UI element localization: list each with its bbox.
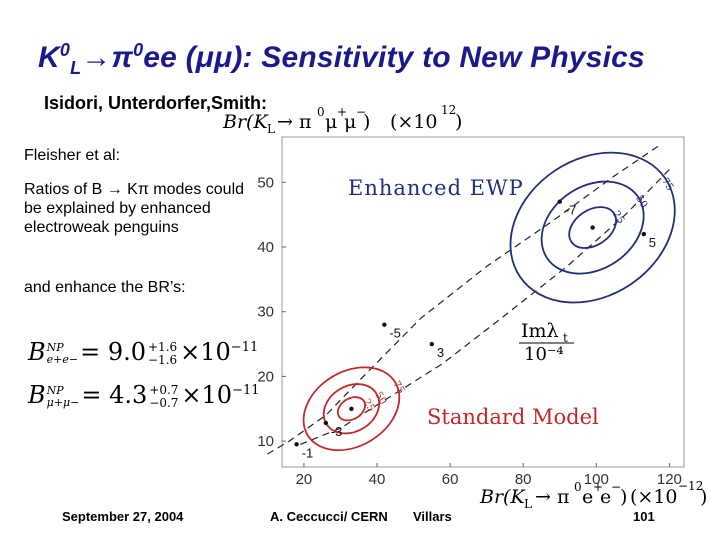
scan-curve bbox=[267, 143, 663, 455]
y-tick-label: 10 bbox=[257, 433, 274, 450]
svg-text:(×10: (×10 bbox=[630, 486, 678, 508]
br-mumu-formula: B NP μ+μ− = 4.3 +0.7 −0.7 ×10−11 bbox=[28, 381, 260, 410]
x-tick-label: 120 bbox=[657, 471, 682, 488]
svg-text:10⁻⁴: 10⁻⁴ bbox=[524, 344, 564, 365]
svg-text:0: 0 bbox=[317, 105, 325, 119]
x-tick-label: 20 bbox=[296, 471, 313, 488]
contour-level-label: 75 bbox=[390, 379, 406, 396]
footer-author: A. Ceccucci/ CERN bbox=[270, 509, 388, 524]
y-tick-label: 50 bbox=[257, 174, 274, 191]
y-tick-label: 40 bbox=[257, 239, 274, 256]
svg-text:): ) bbox=[363, 111, 370, 133]
plot-frame bbox=[281, 136, 685, 468]
svg-text:(×10: (×10 bbox=[390, 111, 438, 133]
standard-model-label: Standard Model bbox=[427, 405, 599, 429]
svg-text:μ: μ bbox=[325, 111, 337, 133]
svg-text:Imλ: Imλ bbox=[521, 320, 559, 342]
svg-text:): ) bbox=[700, 486, 707, 508]
footer-date: September 27, 2004 bbox=[62, 509, 184, 524]
enhance-note: and enhance the BR’s: bbox=[24, 279, 186, 296]
svg-text:): ) bbox=[620, 486, 627, 508]
region-center-dot bbox=[590, 225, 595, 230]
footer-place: Villars bbox=[413, 509, 452, 524]
scan-curve bbox=[300, 168, 670, 445]
svg-text:+: + bbox=[593, 480, 603, 494]
svg-text:−: − bbox=[611, 480, 621, 494]
scan-point bbox=[382, 322, 387, 327]
svg-text:→ π: → π bbox=[277, 111, 311, 133]
svg-text:→ π: → π bbox=[535, 486, 569, 508]
slide-title: K0L→π0ee (μμ): Sensitivity to New Physic… bbox=[38, 40, 645, 78]
svg-text:Br(K: Br(K bbox=[222, 111, 269, 133]
svg-text:−: − bbox=[356, 105, 366, 119]
im-lambda-annotation: Imλ t 10⁻⁴ bbox=[519, 320, 574, 365]
fleisher-note: Fleisher et al: bbox=[24, 147, 121, 164]
x-axis-label: Br(K L → π 0 e + e − ) (×10 −12 ) bbox=[479, 479, 707, 511]
scan-point-label: -7 bbox=[565, 203, 577, 218]
scan-point bbox=[557, 199, 562, 204]
x-tick-label: 80 bbox=[515, 471, 532, 488]
x-tick-label: 100 bbox=[584, 471, 609, 488]
svg-text:L: L bbox=[524, 497, 532, 511]
svg-text:): ) bbox=[455, 111, 462, 133]
contour-25 bbox=[568, 206, 617, 249]
scan-point bbox=[641, 231, 646, 237]
svg-text:μ: μ bbox=[344, 111, 356, 133]
svg-text:−12: −12 bbox=[678, 479, 703, 493]
x-tick-label: 60 bbox=[442, 471, 459, 488]
scan-point-label: 5 bbox=[649, 235, 656, 250]
svg-text:e: e bbox=[600, 486, 611, 508]
axis-ticks: 20 40 60 80 100 120 10 20 30 40 50 bbox=[257, 174, 682, 488]
svg-text:Br(K: Br(K bbox=[479, 486, 526, 508]
scan-point bbox=[429, 341, 435, 347]
svg-text:e: e bbox=[582, 486, 593, 508]
svg-text:12: 12 bbox=[441, 103, 456, 117]
contour-25 bbox=[336, 396, 366, 422]
scan-point bbox=[294, 442, 299, 447]
scan-point-label: -1 bbox=[302, 445, 314, 460]
scan-point-label: 3 bbox=[437, 345, 444, 360]
scan-point-label: -5 bbox=[389, 326, 401, 341]
contour-level-label: 75 bbox=[659, 176, 675, 193]
y-tick-label: 20 bbox=[257, 368, 274, 385]
authors-line: Isidori, Unterdorfer,Smith: bbox=[44, 93, 268, 113]
svg-text:0: 0 bbox=[574, 480, 582, 494]
footer-page-number: 101 bbox=[633, 509, 655, 524]
ratios-note: Ratios of B → Kπ modes could be explaine… bbox=[24, 181, 245, 236]
svg-text:+: + bbox=[337, 105, 347, 119]
enhanced-ewp-label: Enhanced EWP bbox=[348, 176, 524, 200]
br-ee-formula: B NP e+e− = 9.0 +1.6 −1.6 ×10−11 bbox=[28, 338, 259, 367]
scan-points: -1 -3 -5 3 -7 5 bbox=[294, 199, 656, 460]
contour-75 bbox=[302, 366, 401, 452]
contour-level-label: 50 bbox=[633, 194, 649, 211]
svg-text:L: L bbox=[267, 122, 275, 136]
contour-75 bbox=[509, 151, 676, 304]
scan-point bbox=[323, 420, 329, 426]
y-axis-label: Br(K L → π 0 μ + μ − ) (×10 12 ) bbox=[222, 103, 462, 136]
x-tick-label: 40 bbox=[369, 471, 386, 488]
region-center-dot bbox=[349, 406, 354, 411]
svg-text:t: t bbox=[563, 331, 568, 345]
y-tick-label: 30 bbox=[257, 304, 274, 321]
contour-50 bbox=[540, 180, 645, 275]
scan-point-label: -3 bbox=[331, 424, 343, 439]
